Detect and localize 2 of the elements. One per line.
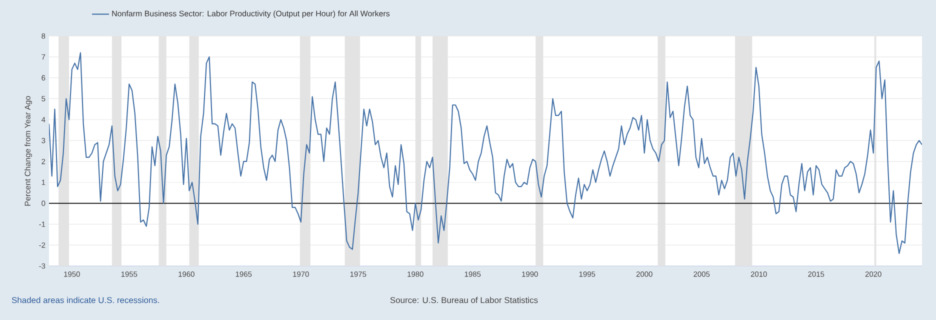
source-note: Source: U.S. Bureau of Labor Statistics — [390, 296, 538, 304]
text: Shaded areas indicate U.S. recessions. — [12, 296, 159, 304]
